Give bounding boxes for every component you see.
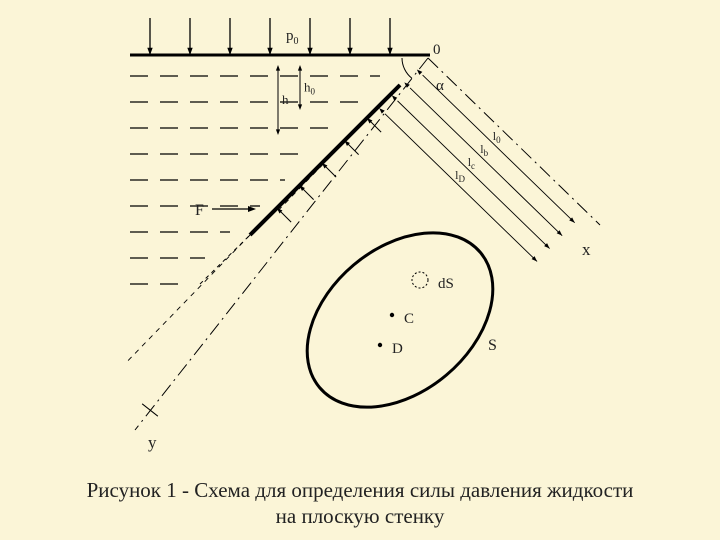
svg-text:y: y: [148, 433, 157, 452]
svg-text:h: h: [282, 92, 289, 107]
svg-text:F: F: [195, 202, 204, 219]
svg-text:C: C: [404, 311, 414, 327]
diagram-canvas: p00xyαh0hl0lblclDFSdSCD Рисунок 1 - Схем…: [0, 0, 720, 540]
caption-line-1: Рисунок 1 - Схема для определения силы д…: [0, 478, 720, 503]
diagram-svg: p00xyαh0hl0lblclDFSdSCD: [0, 0, 720, 540]
svg-text:dS: dS: [438, 276, 454, 292]
svg-text:x: x: [582, 240, 591, 259]
svg-text:0: 0: [433, 42, 441, 58]
svg-text:S: S: [488, 337, 497, 354]
caption-line-2: на плоскую стенку: [0, 504, 720, 529]
svg-text:D: D: [392, 341, 403, 357]
